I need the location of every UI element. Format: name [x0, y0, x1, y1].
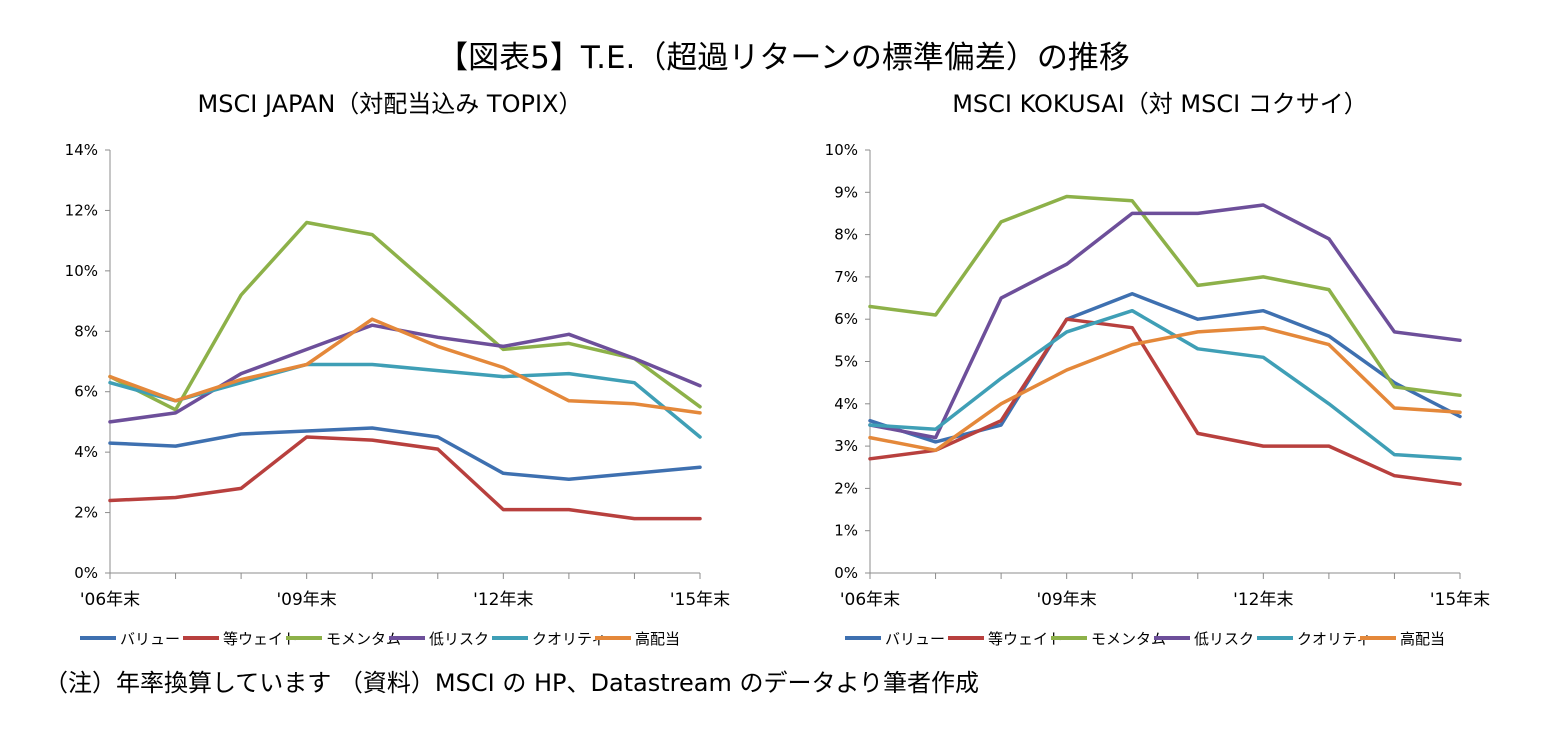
legend-label: クオリティ: [532, 630, 606, 648]
series-line-バリュー: [868, 292, 1462, 444]
y-tick-label: 12%: [65, 201, 98, 219]
legend-label: 等ウェイト: [223, 630, 298, 648]
footnote: （注）年率換算しています （資料）MSCI の HP、Datastream のデ…: [44, 669, 980, 697]
x-tick-label: '15年末: [670, 590, 730, 610]
y-tick-label: 6%: [74, 383, 98, 401]
msci-kokusai-te-chart: 0% 1% 2% 3% 4% 5% 6% 7% 8% 9% 10% '06年末 '09年末 '12年末 '1…: [825, 141, 1491, 648]
series-line-モメンタム: [108, 220, 702, 412]
y-tick-label: 14%: [65, 141, 98, 159]
y-tick-label: 4%: [834, 395, 858, 413]
legend-label: 高配当: [635, 630, 680, 648]
y-tick-label: 10%: [65, 262, 98, 280]
y-tick-label: 0%: [834, 564, 858, 582]
series-line-バリュー: [108, 426, 702, 482]
y-tick-label: 7%: [834, 268, 858, 286]
legend-label: 等ウェイト: [988, 630, 1063, 648]
x-tick-label: '12年末: [473, 590, 533, 610]
x-tick-label: '15年末: [1430, 590, 1490, 610]
y-tick-label: 2%: [74, 504, 98, 522]
y-tick-label: 6%: [834, 310, 858, 328]
series-line-等ウェイト: [868, 317, 1462, 486]
series-line-低リスク: [868, 203, 1462, 440]
y-tick-label: 3%: [834, 437, 858, 455]
series-line-高配当: [868, 325, 1462, 453]
y-tick-label: 0%: [74, 564, 98, 582]
x-tick-label: '06年末: [80, 590, 140, 610]
legend-label: 低リスク: [429, 630, 489, 648]
legend-label: バリュー: [885, 630, 945, 648]
series-line-等ウェイト: [108, 435, 702, 521]
left-chart-title: MSCI JAPAN（対配当込み TOPIX）: [197, 90, 583, 118]
x-tick-label: '12年末: [1233, 590, 1293, 610]
series-line-低リスク: [108, 323, 702, 424]
x-tick-label: '06年末: [840, 590, 900, 610]
series-line-クオリティ: [868, 308, 1462, 461]
legend-label: モメンタム: [1091, 630, 1166, 648]
series-line-モメンタム: [868, 194, 1462, 398]
legend-label: モメンタム: [326, 630, 401, 648]
x-tick-label: '09年末: [277, 590, 337, 610]
right-chart-title: MSCI KOKUSAI（対 MSCI コクサイ）: [952, 90, 1368, 118]
y-tick-label: 5%: [834, 353, 858, 371]
y-tick-label: 1%: [834, 522, 858, 540]
y-tick-label: 8%: [74, 322, 98, 340]
y-tick-label: 9%: [834, 183, 858, 201]
legend-label: クオリティ: [1297, 630, 1371, 648]
series-line-高配当: [108, 317, 702, 415]
y-tick-label: 8%: [834, 226, 858, 244]
legend-label: バリュー: [120, 630, 180, 648]
legend-label: 低リスク: [1194, 630, 1254, 648]
x-tick-label: '09年末: [1037, 590, 1097, 610]
msci-japan-te-chart: 0% 2% 4% 6% 8% 10% 12% 14% '06年末 '09年末 '12年末 '15年末バ…: [65, 141, 731, 648]
y-tick-label: 4%: [74, 443, 98, 461]
y-tick-label: 10%: [825, 141, 858, 159]
legend-label: 高配当: [1400, 630, 1445, 648]
y-tick-label: 2%: [834, 479, 858, 497]
main-title: 【図表5】T.E.（超過リターンの標準偏差）の推移: [437, 40, 1130, 76]
